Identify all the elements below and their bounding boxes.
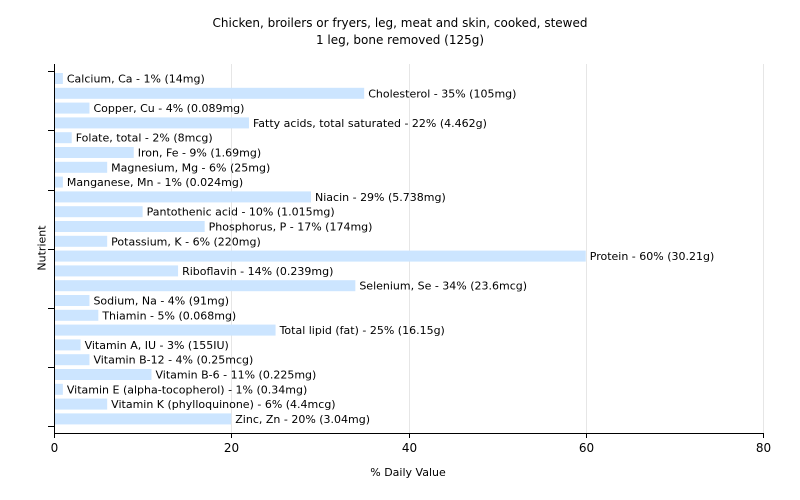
bar-label: Calcium, Ca - 1% (14mg) [67, 73, 205, 86]
bar-label: Copper, Cu - 4% (0.089mg) [93, 102, 244, 115]
bar [55, 235, 108, 247]
x-tick-label: 20 [224, 441, 239, 455]
bar [55, 354, 90, 366]
bar [55, 265, 179, 277]
bar [55, 161, 108, 173]
bar [55, 339, 81, 351]
bars-layer [55, 73, 586, 425]
bar [55, 176, 63, 188]
x-tick-label: 60 [579, 441, 594, 455]
bar [55, 280, 356, 292]
bar-label: Magnesium, Mg - 6% (25mg) [111, 161, 270, 174]
bar-label: Riboflavin - 14% (0.239mg) [182, 265, 333, 278]
x-tick-label: 40 [402, 441, 417, 455]
bar-label: Pantothenic acid - 10% (1.015mg) [147, 206, 335, 219]
bar-label: Vitamin K (phylloquinone) - 6% (4.4mcg) [111, 398, 335, 411]
bar [55, 250, 586, 262]
bar [55, 413, 232, 425]
bar [55, 206, 143, 218]
bar [55, 295, 90, 306]
bar-label: Protein - 60% (30.21g) [590, 250, 715, 263]
bar-labels-layer: Calcium, Ca - 1% (14mg) Cholesterol - 35%… [67, 73, 714, 426]
bar [55, 324, 276, 336]
bar-label: Fatty acids, total saturated - 22% (4.46… [253, 117, 487, 130]
bar [55, 309, 99, 321]
chart-subtitle: 1 leg, bone removed (125g) [315, 33, 485, 47]
bar-label: Total lipid (fat) - 25% (16.15g) [279, 324, 445, 337]
bar [55, 398, 108, 410]
x-axis-title: % Daily Value [370, 466, 446, 479]
bar [55, 383, 63, 395]
bar-label: Folate, total - 2% (8mcg) [76, 132, 213, 145]
bar [55, 221, 205, 232]
bar-label: Vitamin B-6 - 11% (0.225mg) [155, 369, 316, 382]
bar-label: Thiamin - 5% (0.068mg) [101, 309, 236, 322]
x-tick-label: 80 [756, 441, 771, 455]
bar-label: Sodium, Na - 4% (91mg) [93, 295, 229, 308]
bar-label: Vitamin A, IU - 3% (155IU) [85, 339, 229, 352]
bar-label: Manganese, Mn - 1% (0.024mg) [67, 176, 243, 189]
bar-label: Selenium, Se - 34% (23.6mcg) [359, 280, 527, 293]
bar-label: Vitamin E (alpha-tocopherol) - 1% (0.34m… [67, 383, 307, 396]
bar [55, 87, 365, 99]
bar [55, 102, 90, 114]
bar-label: Phosphorus, P - 17% (174mg) [209, 221, 373, 234]
bar [55, 73, 63, 84]
bar-label: Potassium, K - 6% (220mg) [111, 235, 261, 248]
bar-label: Cholesterol - 35% (105mg) [368, 87, 516, 100]
bar-label: Iron, Fe - 9% (1.69mg) [138, 147, 261, 160]
bar [55, 369, 152, 380]
bar-label: Zinc, Zn - 20% (3.04mg) [235, 413, 370, 426]
bar-label: Niacin - 29% (5.738mg) [315, 191, 446, 204]
axes-layer: 0 20 40 60 80 [48, 64, 771, 455]
bar [55, 191, 312, 203]
chart-title: Chicken, broilers or fryers, leg, meat a… [212, 16, 588, 30]
bar [55, 132, 72, 144]
x-tick-label: 0 [51, 441, 59, 455]
bar-label: Vitamin B-12 - 4% (0.25mcg) [93, 354, 253, 367]
bar [55, 117, 249, 129]
bar [55, 147, 134, 158]
